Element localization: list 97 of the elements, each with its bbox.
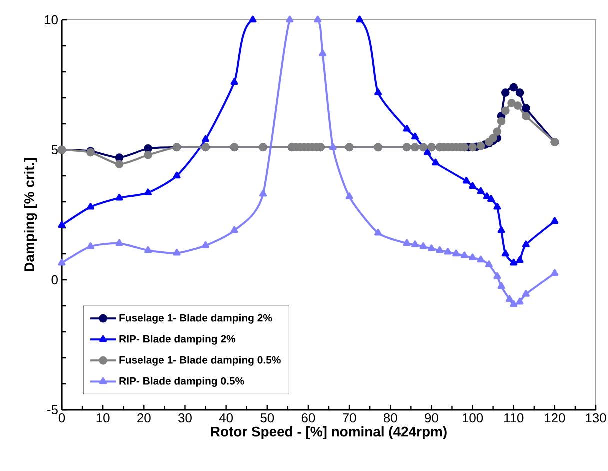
point: [522, 290, 530, 297]
point: [202, 241, 210, 248]
point: [329, 143, 337, 150]
point: [374, 88, 382, 96]
point: [469, 254, 477, 260]
point: [374, 229, 382, 236]
point: [403, 125, 411, 132]
point: [115, 160, 124, 168]
point: [477, 187, 485, 194]
x-tick-label: 0: [58, 414, 66, 423]
x-tick-label: 40: [219, 414, 234, 423]
x-tick-label: 80: [384, 414, 398, 423]
point: [501, 106, 510, 116]
point: [510, 83, 518, 92]
legend-label: RIP- Blade damping 0.5%: [120, 377, 244, 387]
point: [462, 177, 470, 184]
point: [230, 226, 238, 234]
point: [249, 16, 257, 23]
point: [489, 134, 498, 142]
point: [494, 203, 502, 210]
x-tick-label: 30: [178, 414, 192, 423]
point: [485, 260, 493, 268]
point: [510, 258, 518, 266]
legend-label: Fuselage 1- Blade damping 2%: [120, 314, 272, 324]
point: [420, 242, 428, 250]
x-axis-title: Rotor Speed - [%] nominal (424rpm): [211, 426, 447, 440]
point: [86, 203, 95, 210]
y-tick-label: 10: [45, 15, 58, 25]
point: [144, 151, 152, 160]
point: [444, 248, 452, 255]
x-tick-label: 70: [343, 414, 356, 423]
point: [493, 128, 502, 136]
x-tick-label: 130: [586, 414, 606, 423]
point: [319, 50, 327, 56]
point: [498, 282, 506, 290]
point: [314, 16, 322, 23]
point: [522, 104, 530, 113]
point: [144, 246, 152, 254]
point: [436, 246, 444, 254]
x-tick-label: 110: [504, 414, 524, 423]
point: [428, 244, 436, 252]
point: [483, 192, 491, 200]
x-tick-label: 20: [138, 414, 151, 423]
point: [115, 154, 124, 162]
y-tick-label: 5: [52, 145, 58, 155]
point: [487, 195, 496, 202]
point: [144, 144, 152, 153]
point: [498, 226, 506, 234]
x-tick-label: 100: [462, 414, 484, 423]
point: [403, 239, 411, 246]
point: [286, 16, 294, 23]
point: [412, 132, 420, 140]
x-tick-label: 60: [302, 414, 316, 423]
point: [508, 99, 516, 108]
point: [202, 135, 210, 142]
point: [501, 88, 510, 97]
y-tick-label: 0: [52, 275, 58, 285]
point: [432, 158, 440, 166]
point: [452, 250, 460, 257]
x-tick-label: 10: [96, 414, 110, 423]
point: [356, 16, 364, 23]
point: [516, 256, 524, 264]
point: [58, 258, 66, 266]
point: [58, 221, 66, 228]
point: [260, 190, 268, 197]
point: [522, 112, 530, 120]
point: [173, 249, 181, 256]
point: [510, 300, 518, 308]
point: [460, 252, 468, 258]
point: [522, 240, 530, 248]
point: [230, 78, 238, 85]
point: [516, 88, 524, 97]
legend-label: Fuselage 1- Blade damping 0.5%: [120, 356, 281, 366]
x-tick-label: 50: [260, 414, 274, 423]
legend-label: RIP- Blade damping 2%: [120, 335, 236, 345]
point: [551, 217, 559, 224]
point: [502, 250, 510, 257]
point: [469, 182, 477, 189]
point: [494, 272, 502, 280]
point: [173, 172, 181, 179]
point: [346, 192, 354, 200]
point: [116, 194, 124, 201]
x-tick-label: 90: [425, 414, 438, 423]
point: [516, 298, 524, 305]
point: [86, 242, 95, 250]
point: [144, 188, 152, 196]
point: [424, 148, 432, 156]
point: [497, 117, 506, 126]
x-tick-label: 120: [545, 414, 566, 423]
point: [514, 102, 522, 110]
point: [477, 256, 485, 263]
point: [506, 295, 514, 302]
y-tick-label: -5: [48, 405, 58, 415]
y-axis-title: Damping [% crit.]: [24, 158, 38, 272]
point: [412, 240, 420, 248]
point: [551, 269, 559, 276]
point: [116, 239, 124, 246]
